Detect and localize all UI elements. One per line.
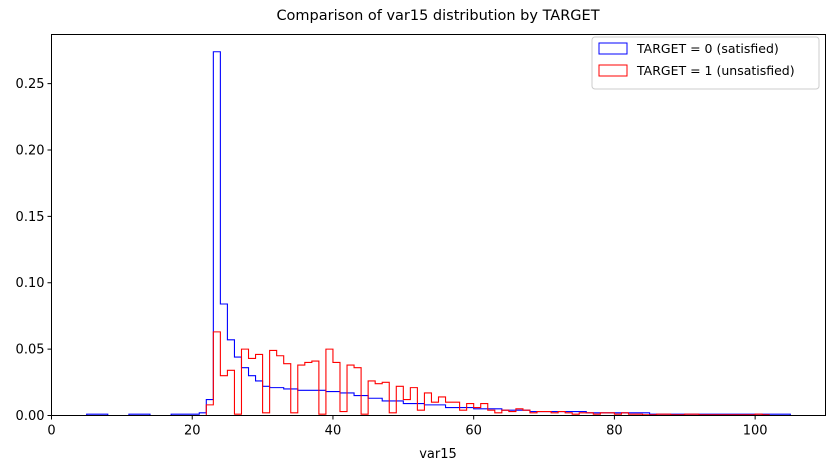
x-tick-label: 0 — [47, 424, 55, 439]
y-tick-label: 0.15 — [16, 210, 45, 225]
y-tick-label: 0.00 — [16, 409, 45, 424]
legend-swatch-target-0 — [598, 42, 628, 55]
x-tick-label: 80 — [606, 424, 623, 439]
legend: TARGET = 0 (satisfied) TARGET = 1 (unsat… — [591, 36, 820, 90]
y-axis: 0.00 0.05 0.10 0.15 0.20 0.25 — [16, 77, 52, 424]
series-0-step-line — [86, 51, 791, 417]
legend-swatch-target-1 — [598, 64, 628, 77]
x-tick-label: 40 — [325, 424, 342, 439]
plot-area — [86, 51, 791, 417]
x-axis-label: var15 — [419, 447, 457, 462]
legend-box — [591, 36, 820, 90]
y-tick-label: 0.10 — [16, 276, 45, 291]
x-axis: 0 20 40 60 80 100 — [47, 415, 768, 439]
y-tick-label: 0.20 — [16, 143, 45, 158]
x-tick-label: 20 — [184, 424, 201, 439]
y-tick-label: 0.05 — [16, 343, 45, 358]
legend-label-target-0: TARGET = 0 (satisfied) — [636, 41, 779, 56]
y-tick-label: 0.25 — [16, 77, 45, 92]
legend-label-target-1: TARGET = 1 (unsatisfied) — [636, 63, 795, 78]
chart-title: Comparison of var15 distribution by TARG… — [276, 8, 599, 24]
x-tick-label: 60 — [465, 424, 482, 439]
plot-frame — [51, 34, 826, 416]
series-1-step-line — [205, 331, 770, 416]
x-tick-label: 100 — [743, 424, 768, 439]
